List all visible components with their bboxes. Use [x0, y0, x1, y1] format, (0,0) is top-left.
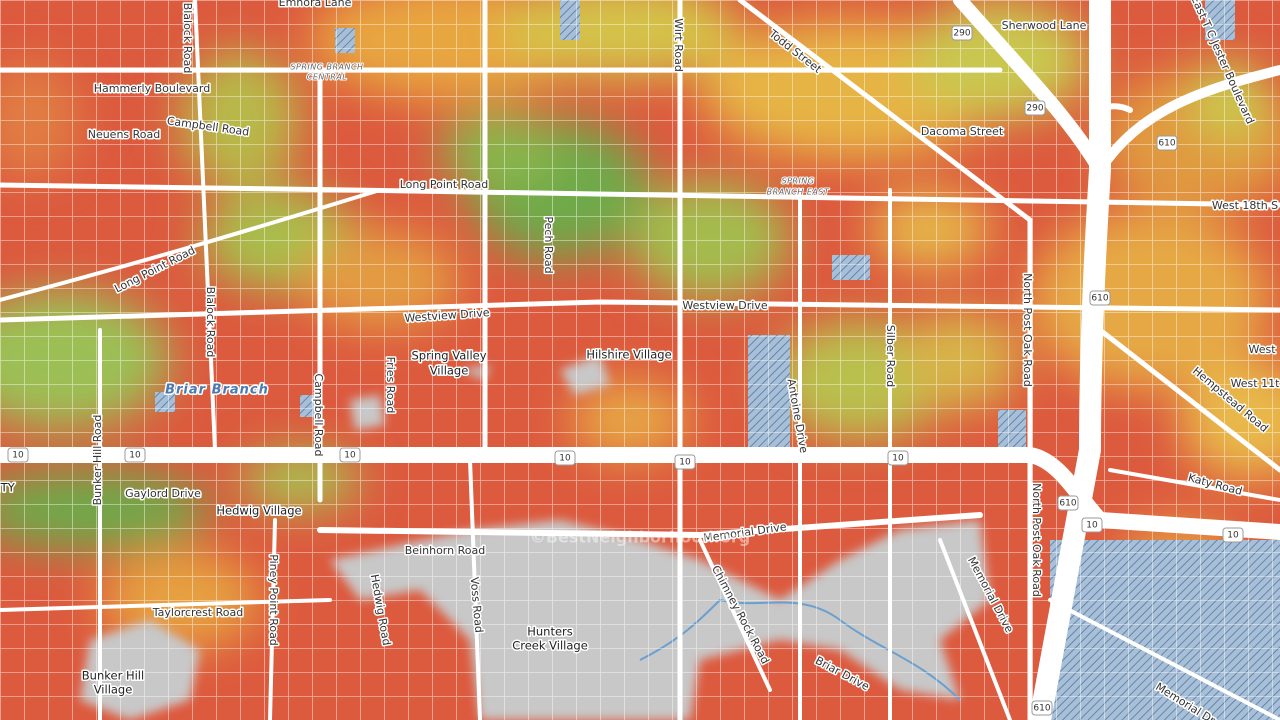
map-label: SPRING [781, 177, 814, 186]
map-label: BRANCH EAST [767, 188, 830, 197]
map-label: Blalock Road [204, 287, 217, 358]
map-label: West 18th S [1212, 199, 1278, 212]
road [953, 0, 1107, 177]
map-label: Blalock Road [181, 3, 194, 74]
highway-shield [951, 25, 973, 41]
highway-shield [1031, 700, 1053, 716]
road [0, 299, 1280, 323]
map-label: Piney Point Road [267, 554, 280, 646]
map-label: CENTRAL [307, 73, 348, 82]
map-label: North Post Oak Road [1021, 273, 1034, 387]
highway-shield [1024, 100, 1046, 116]
road [938, 538, 1012, 720]
map-label: Hilshire Village [586, 348, 671, 362]
map-label: Emnora Lane [279, 0, 352, 9]
map-label: Gaylord Drive [125, 487, 201, 500]
map-label: Village [94, 683, 133, 697]
map-label: Beinhorn Road [405, 544, 485, 557]
map-label: Bunker Hill [82, 669, 144, 683]
map-label: ©BestNeighborhood.org [530, 528, 750, 547]
map-label: Bunker Hill Road [91, 415, 104, 506]
highway-shield [1156, 135, 1178, 151]
map-label: 10 [1086, 521, 1098, 531]
map-label: West 11t [1231, 377, 1280, 390]
highway-shield [1089, 290, 1111, 306]
map-label: 10 [679, 458, 691, 468]
map-label: Pech Road [542, 216, 555, 273]
map-label: Briar Branch [165, 383, 269, 398]
map-label: North Post Oak Road [1030, 483, 1043, 597]
highway-shield [1222, 527, 1244, 543]
highway-shield [7, 447, 29, 463]
map-label: Westview Drive [682, 299, 767, 312]
map-label: Village [430, 364, 469, 378]
road [0, 182, 1280, 208]
road [268, 518, 277, 720]
map-label: West [1248, 343, 1276, 356]
map-label: Creek Village [512, 639, 588, 653]
map-label: Hedwig Village [216, 504, 301, 518]
road [1090, 103, 1133, 143]
map-label: Campbell Road [312, 373, 325, 456]
road [0, 598, 332, 612]
map-label: Sherwood Lane [1002, 19, 1087, 32]
road [468, 458, 482, 720]
map-label: Hammerly Boulevard [94, 82, 210, 95]
map-label: Taylorcrest Road [152, 606, 243, 619]
road [1097, 327, 1280, 473]
map-label: 610 [1059, 499, 1076, 509]
map-label: Hunters [527, 625, 573, 639]
map-label: Fries Road [384, 357, 397, 414]
road [698, 538, 772, 692]
map-label: ITY [0, 481, 16, 495]
highway-shield [674, 454, 696, 470]
road [1048, 598, 1280, 720]
road [0, 188, 382, 302]
map-label: SPRING BRANCH [290, 63, 363, 72]
map-label: Spring Valley [411, 349, 486, 363]
map-label: 10 [344, 451, 356, 461]
road [317, 512, 983, 539]
map-label: 10 [892, 454, 904, 464]
map-label: 610 [1158, 139, 1175, 149]
highway-shield [554, 450, 576, 466]
map-label: 290 [1026, 104, 1043, 114]
map-label: 10 [129, 451, 141, 461]
map-label: Dacoma Street [921, 125, 1004, 138]
road [1095, 65, 1280, 175]
map-label: 610 [1033, 704, 1050, 714]
highway-shield [1057, 495, 1079, 511]
map-label: Neuens Road [88, 128, 161, 141]
highway-shield [339, 447, 361, 463]
map-label: Long Point Road [400, 178, 489, 191]
road [1108, 468, 1280, 502]
map-label: 10 [12, 451, 24, 461]
map-label: 610 [1091, 294, 1108, 304]
map-label: 10 [1227, 531, 1239, 541]
highway-shield [124, 447, 146, 463]
map-label: 10 [559, 454, 571, 464]
highway-shield [887, 450, 909, 466]
map-label: Wirt Road [672, 18, 685, 72]
road [0, 447, 1280, 540]
road [737, 0, 1033, 223]
map-label: 290 [953, 29, 970, 39]
road [193, 0, 217, 452]
map-label: Silber Road [884, 325, 897, 387]
map-label: Voss Road [468, 577, 486, 634]
highway-shield [1081, 517, 1103, 533]
